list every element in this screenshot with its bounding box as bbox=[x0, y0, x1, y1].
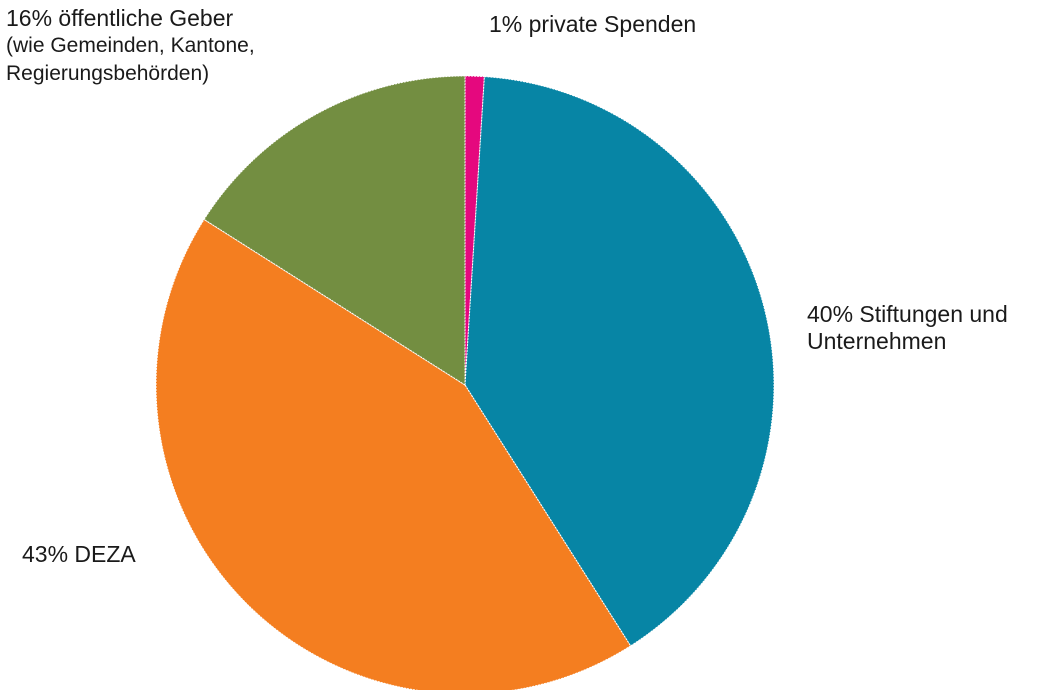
label-line: Regierungsbehörden) bbox=[6, 62, 210, 85]
pie-slices bbox=[155, 75, 775, 690]
pie-slice-stiftungen-und-unternehmen bbox=[464, 76, 775, 647]
slice-label-deza: 43% DEZA bbox=[22, 541, 136, 568]
label-line: (wie Gemeinden, Kantone, bbox=[6, 34, 255, 57]
label-line: Unternehmen bbox=[807, 328, 947, 354]
label-line: 43% DEZA bbox=[22, 541, 136, 567]
slice-label-private-spenden: 1% private Spenden bbox=[489, 11, 696, 38]
slice-label-oeffentliche-geber: 16% öffentliche Geber (wie Gemeinden, Ka… bbox=[6, 5, 255, 88]
slice-label-stiftungen-unternehmen: 40% Stiftungen und Unternehmen bbox=[807, 301, 1008, 355]
pie-slice-öffentliche-geber bbox=[203, 75, 466, 386]
label-line: 16% öffentliche Geber bbox=[6, 5, 234, 31]
label-line: 1% private Spenden bbox=[489, 11, 697, 37]
pie-slice-deza bbox=[155, 218, 632, 690]
label-line: 40% Stiftungen und bbox=[807, 301, 1008, 327]
